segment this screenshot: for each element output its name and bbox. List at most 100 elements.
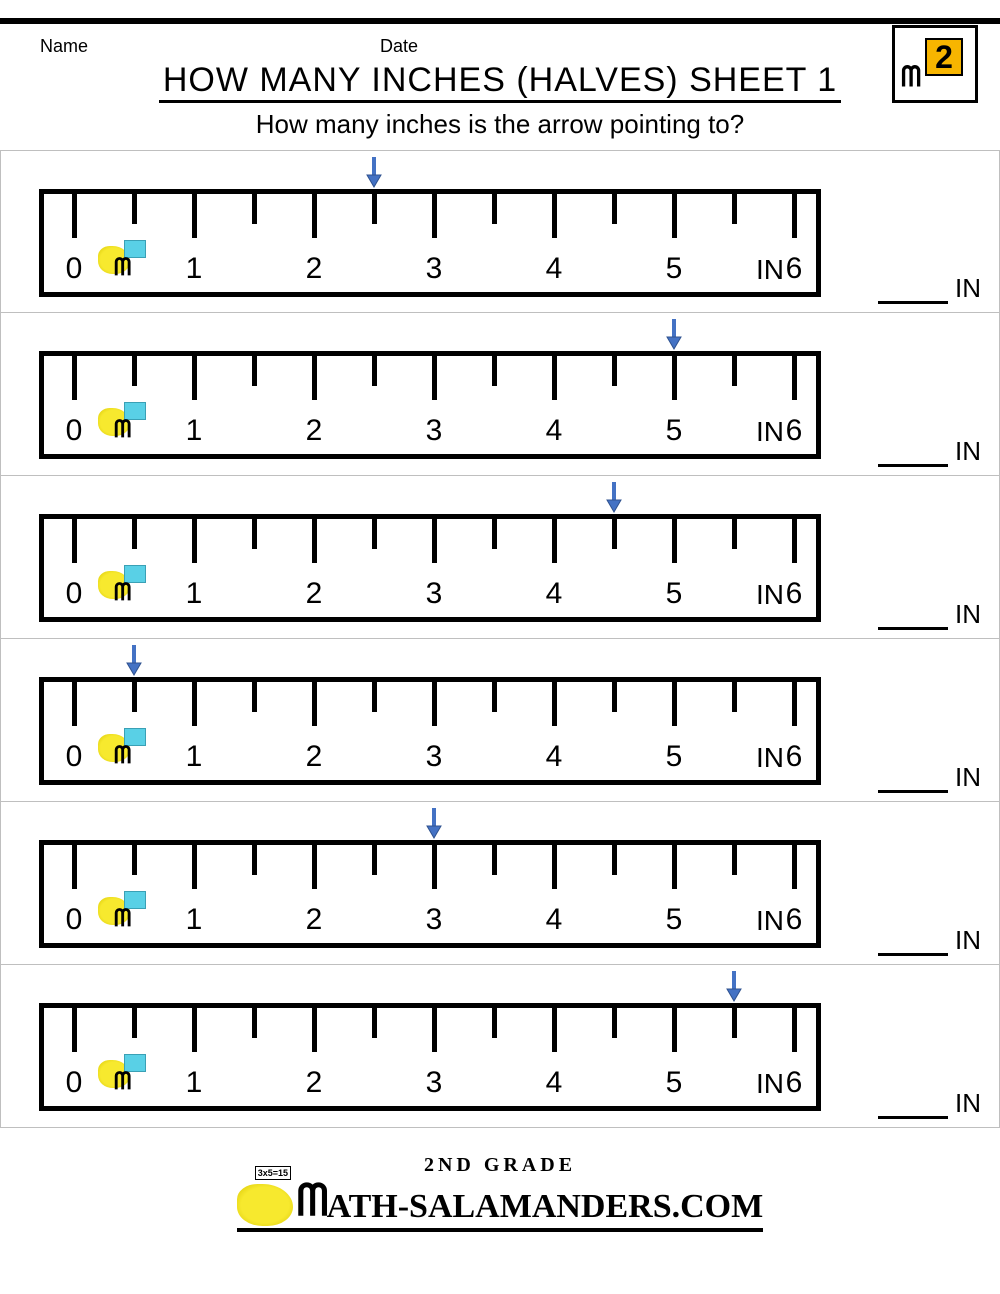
ruler-tick — [72, 356, 77, 400]
ruler-problem: 0123456INᗰ IN — [0, 476, 1000, 639]
ruler-problem: 0123456INᗰ IN — [0, 313, 1000, 476]
arrow-down-icon — [365, 155, 383, 189]
ruler-tick — [672, 1008, 677, 1052]
ruler-tick — [612, 682, 617, 712]
ruler-number: 3 — [426, 414, 443, 448]
ruler-tick — [312, 519, 317, 563]
ruler-number: 4 — [546, 1066, 563, 1100]
ruler-tick — [312, 682, 317, 726]
grade-logo: ᗰ 2 — [892, 25, 978, 103]
ruler-tick — [672, 845, 677, 889]
ruler-tick — [192, 519, 197, 563]
ruler-tick — [552, 194, 557, 238]
ruler-unit-label: IN — [756, 579, 784, 611]
salamander-m-mini-icon: ᗰ — [114, 254, 128, 282]
ruler-tick — [132, 194, 137, 224]
ruler-number: 1 — [186, 740, 203, 774]
answer-unit: IN — [955, 762, 981, 792]
ruler-tick — [552, 845, 557, 889]
ruler-tick — [72, 682, 77, 726]
ruler-unit-label: IN — [756, 1068, 784, 1100]
ruler-tick — [312, 356, 317, 400]
salamander-icon — [237, 1184, 293, 1226]
ruler-tick — [612, 519, 617, 549]
ruler-number: 5 — [666, 1066, 683, 1100]
ruler-tick — [372, 519, 377, 549]
ruler-number: 0 — [66, 414, 83, 448]
answer-unit: IN — [955, 273, 981, 303]
ruler-number: 5 — [666, 414, 683, 448]
ruler-unit-label: IN — [756, 254, 784, 286]
ruler-number: 2 — [306, 577, 323, 611]
answer-blank[interactable]: IN — [878, 273, 981, 304]
answer-blank[interactable]: IN — [878, 925, 981, 956]
answer-unit: IN — [955, 1088, 981, 1118]
ruler-tick — [612, 1008, 617, 1038]
problems-list: 0123456INᗰ IN 0123456INᗰ IN 0123456INᗰ I… — [0, 150, 1000, 1128]
salamander-m-icon: ᗰ — [901, 61, 918, 94]
ruler-number: 6 — [786, 252, 803, 286]
salamander-m-mini-icon: ᗰ — [114, 1068, 128, 1096]
ruler-tick — [792, 1008, 797, 1052]
ruler-tick — [792, 845, 797, 889]
answer-blank[interactable]: IN — [878, 599, 981, 630]
ruler-number: 1 — [186, 1066, 203, 1100]
ruler-tick — [492, 845, 497, 875]
ruler-tick — [672, 682, 677, 726]
ruler-number: 3 — [426, 903, 443, 937]
name-label: Name — [40, 36, 380, 57]
ruler-tick — [132, 356, 137, 386]
ruler-number: 6 — [786, 577, 803, 611]
salamander-m-mini-icon: ᗰ — [114, 742, 128, 770]
arrow-down-icon — [725, 969, 743, 1003]
ruler-tick — [672, 194, 677, 238]
ruler-number: 6 — [786, 903, 803, 937]
ruler-number: 2 — [306, 740, 323, 774]
grade-number: 2 — [925, 38, 963, 76]
answer-blank[interactable]: IN — [878, 762, 981, 793]
ruler-tick — [72, 519, 77, 563]
page-subtitle: How many inches is the arrow pointing to… — [0, 109, 1000, 140]
ruler-number: 5 — [666, 740, 683, 774]
ruler-number: 5 — [666, 252, 683, 286]
ruler-number: 0 — [66, 903, 83, 937]
ruler-tick — [192, 356, 197, 400]
ruler-tick — [432, 682, 437, 726]
answer-blank[interactable]: IN — [878, 1088, 981, 1119]
ruler-tick — [192, 1008, 197, 1052]
ruler-tick — [312, 194, 317, 238]
ruler-number: 1 — [186, 577, 203, 611]
ruler-tick — [792, 682, 797, 726]
ruler-tick — [132, 519, 137, 549]
ruler-tick — [252, 356, 257, 386]
arrow-down-icon — [125, 643, 143, 677]
ruler-number: 1 — [186, 903, 203, 937]
ruler-tick — [732, 682, 737, 712]
ruler-tick — [492, 1008, 497, 1038]
ruler-tick — [372, 682, 377, 712]
ruler-number: 4 — [546, 903, 563, 937]
ruler-number: 2 — [306, 252, 323, 286]
footer-brand: ᗰ ATH-SALAMANDERS.COM — [237, 1175, 763, 1232]
ruler-tick — [372, 845, 377, 875]
arrow-down-icon — [665, 317, 683, 351]
answer-blank[interactable]: IN — [878, 436, 981, 467]
ruler-tick — [372, 356, 377, 386]
ruler: 0123456INᗰ — [39, 840, 821, 948]
ruler-tick — [492, 682, 497, 712]
ruler-number: 5 — [666, 577, 683, 611]
ruler-tick — [732, 356, 737, 386]
ruler-tick — [432, 1008, 437, 1052]
ruler: 0123456INᗰ — [39, 514, 821, 622]
footer: 2ND GRADE ᗰ ATH-SALAMANDERS.COM — [0, 1154, 1000, 1272]
ruler-number: 0 — [66, 1066, 83, 1100]
ruler-number: 6 — [786, 1066, 803, 1100]
ruler-tick — [432, 519, 437, 563]
ruler-number: 0 — [66, 740, 83, 774]
ruler-tick — [432, 194, 437, 238]
ruler-tick — [312, 1008, 317, 1052]
ruler-number: 1 — [186, 252, 203, 286]
answer-unit: IN — [955, 925, 981, 955]
date-label: Date — [380, 36, 418, 57]
ruler-tick — [372, 194, 377, 224]
